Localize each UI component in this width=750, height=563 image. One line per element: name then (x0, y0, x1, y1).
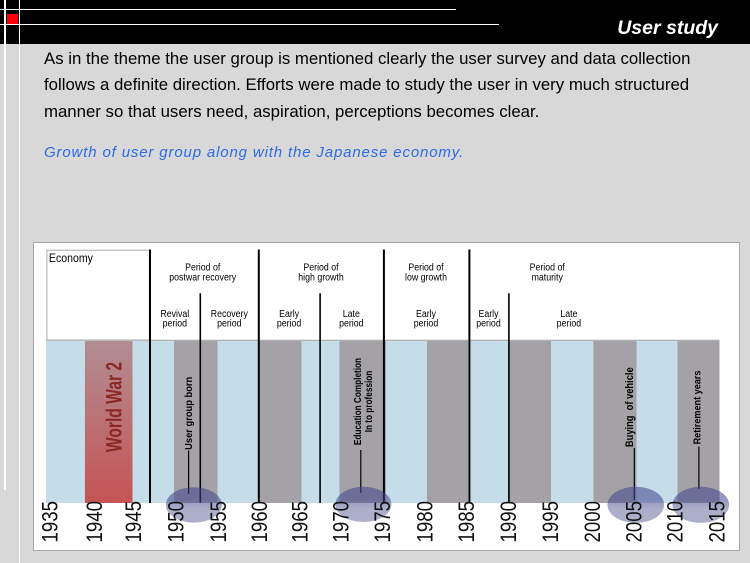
svg-text:2005: 2005 (623, 501, 647, 543)
svg-text:Retirement years: Retirement years (692, 371, 703, 445)
svg-text:1935: 1935 (39, 501, 63, 543)
svg-text:1945: 1945 (122, 501, 146, 543)
svg-text:1950: 1950 (165, 501, 189, 543)
svg-text:1970: 1970 (330, 501, 354, 543)
svg-text:1995: 1995 (539, 501, 563, 543)
svg-text:2000: 2000 (581, 501, 605, 543)
svg-text:In to profession: In to profession (363, 370, 374, 432)
svg-text:1990: 1990 (497, 501, 521, 543)
svg-text:1955: 1955 (207, 501, 231, 543)
svg-text:1960: 1960 (248, 501, 272, 543)
svg-text:2015: 2015 (706, 501, 730, 543)
svg-text:2010: 2010 (664, 501, 688, 543)
svg-text:1965: 1965 (289, 501, 313, 543)
svg-text:User group born: User group born (183, 377, 195, 450)
svg-text:World War 2: World War 2 (103, 362, 127, 452)
svg-text:Economy: Economy (48, 252, 92, 265)
svg-text:Education Completion: Education Completion (352, 358, 363, 446)
svg-text:1940: 1940 (83, 501, 107, 543)
svg-text:Buying of vehicle: Buying of vehicle (624, 367, 636, 447)
svg-text:1980: 1980 (414, 501, 438, 543)
svg-text:1985: 1985 (455, 501, 479, 543)
svg-text:1975: 1975 (371, 501, 395, 543)
